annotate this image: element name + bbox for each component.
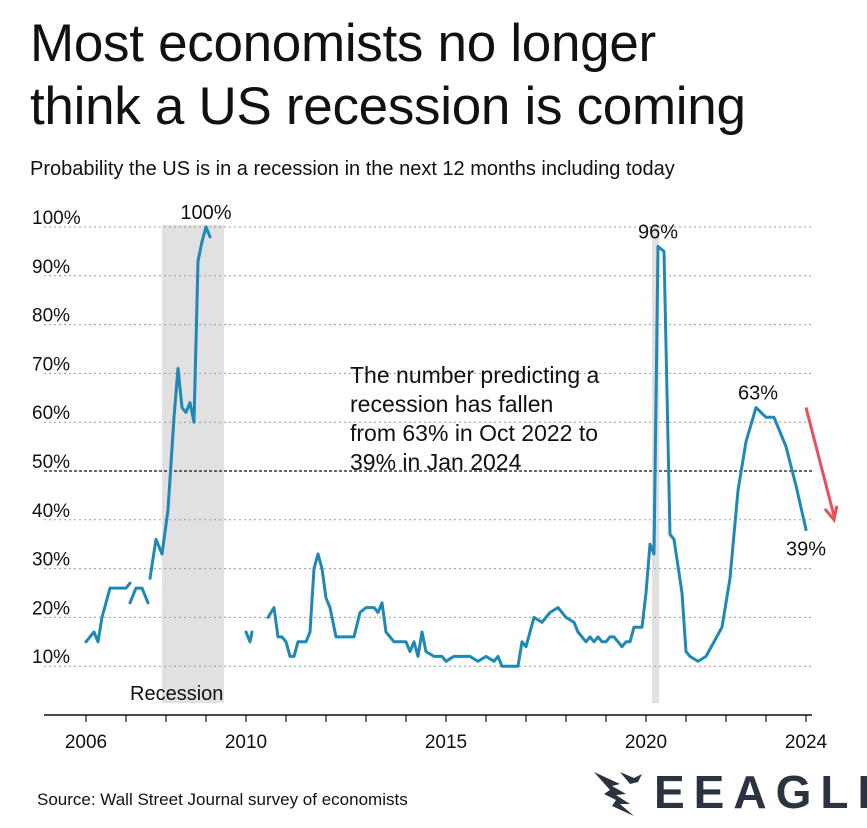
series-line-segment	[148, 225, 212, 580]
series-line-segment	[84, 581, 132, 644]
eagle-logo-icon	[594, 772, 642, 816]
recession-label: Recession	[130, 683, 223, 705]
x-tick-label: 2015	[425, 732, 467, 753]
chart-title-line2: think a US recession is coming	[30, 77, 746, 136]
x-tick-label: 2010	[225, 732, 267, 753]
callout-line: recession has fallen	[350, 391, 553, 417]
y-tick-label: 100%	[32, 208, 81, 229]
y-tick-label: 40%	[32, 501, 70, 522]
callout-line: 39% in Jan 2024	[350, 449, 522, 475]
x-axis	[44, 714, 812, 722]
trend-arrow-head	[824, 505, 839, 524]
y-tick-label: 30%	[32, 550, 70, 571]
y-tick-label: 20%	[32, 598, 70, 619]
series-line-segment	[266, 245, 808, 668]
x-tick-label: 2020	[625, 732, 667, 753]
y-tick-label: 90%	[32, 257, 70, 278]
series-lines	[84, 225, 808, 668]
y-tick-label: 60%	[32, 403, 70, 424]
source-note: Source: Wall Street Journal survey of ec…	[37, 790, 408, 809]
x-tick-label: 2024	[785, 732, 828, 753]
brand-wordmark: EEAGLI	[654, 766, 867, 818]
callout-line: from 63% in Oct 2022 to	[350, 420, 598, 446]
y-tick-label: 80%	[32, 306, 70, 327]
brand-logo: EEAGLI	[590, 760, 867, 824]
tick-labels: Recession 10% 20% 30% 40% 50% 60% 70% 80% 90% 100%…	[32, 208, 828, 753]
annotations: 100% 96% 63% 39% The number predicting a rece…	[180, 202, 839, 561]
chart-title: Most economists no longer think a US rec…	[30, 12, 860, 138]
series-line-segment	[128, 586, 150, 605]
chart-title-line1: Most economists no longer	[30, 14, 656, 73]
data-label: 96%	[638, 222, 678, 244]
gridlines	[44, 226, 812, 667]
trend-arrow-shaft	[804, 407, 836, 517]
y-tick-label: 70%	[32, 354, 70, 375]
recession-probability-chart: Recession 10% 20% 30% 40% 50% 60% 70% 80% 90% 100%…	[32, 202, 839, 753]
data-label: 100%	[180, 202, 231, 224]
series-line-segment	[244, 630, 254, 644]
x-tick-label: 2006	[65, 732, 107, 753]
y-tick-label: 50%	[32, 452, 70, 473]
callout-line: The number predicting a	[350, 362, 600, 388]
chart-subtitle: Probability the US is in a recession in …	[30, 158, 675, 180]
data-label: 39%	[786, 539, 826, 561]
y-tick-label: 10%	[32, 647, 70, 668]
data-label: 63%	[738, 383, 778, 405]
